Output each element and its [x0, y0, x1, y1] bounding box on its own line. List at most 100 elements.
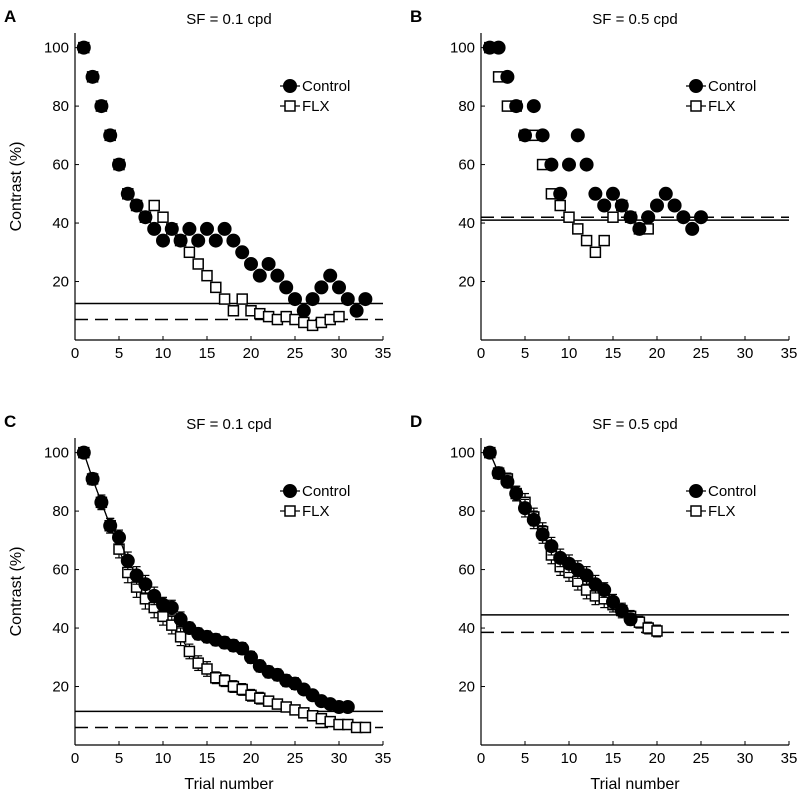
- x-tick-label: 0: [477, 345, 485, 362]
- control-point: [94, 99, 109, 114]
- control-point: [217, 221, 232, 236]
- legend-control-marker: [689, 484, 703, 498]
- control-point: [252, 268, 267, 283]
- legend: Control FLX: [280, 78, 350, 115]
- flx-point: [580, 234, 593, 247]
- control-point: [191, 233, 206, 248]
- legend-flx-label: FLX: [708, 98, 736, 115]
- control-point: [694, 210, 708, 225]
- control-point: [658, 186, 673, 201]
- control-point: [103, 128, 118, 143]
- x-tick-label: 30: [737, 750, 754, 767]
- control-point: [570, 128, 585, 143]
- control-point: [518, 501, 532, 516]
- x-tick-label: 5: [521, 750, 529, 767]
- x-tick-label: 10: [561, 750, 578, 767]
- control-point: [623, 210, 638, 225]
- x-tick-label: 5: [115, 345, 123, 362]
- control-point: [614, 603, 629, 618]
- control-point: [641, 210, 656, 225]
- panel-letter: B: [410, 7, 422, 26]
- y-tick-label: 60: [52, 157, 69, 174]
- flx-point: [554, 199, 566, 212]
- control-point: [173, 612, 188, 627]
- control-point: [606, 594, 620, 609]
- y-tick-label: 20: [52, 274, 69, 291]
- control-point: [147, 221, 162, 236]
- control-point: [606, 186, 620, 201]
- control-point: [544, 539, 559, 554]
- y-tick-label: 100: [450, 40, 475, 57]
- control-point: [226, 233, 241, 248]
- legend-flx-label: FLX: [708, 503, 736, 520]
- legend-control-marker: [283, 79, 297, 93]
- flx-point: [218, 293, 231, 305]
- control-point: [597, 583, 612, 598]
- x-tick-label: 20: [243, 345, 260, 362]
- x-tick-label: 0: [71, 750, 79, 767]
- flx-point: [157, 211, 169, 223]
- flx-point: [572, 223, 584, 235]
- y-tick-label: 60: [458, 157, 475, 174]
- panel-c: C SF = 0.1 cpd 0 5 10 15 20 25 30 35 20 40 60 80 100 Co…: [4, 412, 391, 793]
- control-point: [623, 612, 638, 627]
- control-point: [235, 245, 250, 260]
- y-tick-label: 80: [52, 503, 69, 520]
- x-axis-label: Trial number: [184, 776, 274, 793]
- control-point: [244, 256, 258, 271]
- control-point: [138, 577, 153, 592]
- control-point: [305, 292, 320, 307]
- control-point: [279, 280, 294, 295]
- control-point: [685, 221, 700, 236]
- flx-point: [333, 310, 345, 323]
- x-tick-label: 15: [605, 345, 622, 362]
- flx-point: [236, 293, 248, 305]
- control-point: [208, 233, 223, 248]
- control-point: [323, 268, 338, 283]
- flx-point: [563, 211, 575, 223]
- x-tick-label: 20: [649, 750, 666, 767]
- flx-point: [607, 211, 619, 223]
- flx-point: [183, 645, 196, 658]
- legend: Control FLX: [686, 78, 756, 115]
- y-tick-label: 80: [458, 503, 475, 520]
- x-tick-label: 5: [115, 750, 123, 767]
- series-line: [489, 452, 658, 632]
- legend-flx-marker: [284, 100, 296, 112]
- control-point: [120, 186, 135, 201]
- control-point: [500, 474, 515, 489]
- control-point: [85, 69, 100, 84]
- panel-title: SF = 0.5 cpd: [592, 11, 677, 28]
- control-point: [535, 527, 550, 542]
- legend-control-label: Control: [302, 483, 350, 500]
- y-tick-label: 80: [458, 98, 475, 115]
- flx-point: [651, 625, 663, 637]
- control-point: [349, 303, 364, 318]
- series-control: [482, 445, 638, 627]
- control-point: [261, 256, 276, 271]
- control-point: [138, 210, 153, 225]
- legend-control-label: Control: [302, 78, 350, 95]
- series-control: [76, 40, 373, 318]
- control-point: [200, 221, 214, 236]
- panel-title: SF = 0.1 cpd: [186, 11, 271, 28]
- control-point: [509, 99, 524, 114]
- panel-d: D SF = 0.5 cpd 0 5 10 15 20 25 30 35 20 40 60 80 100 Tr…: [410, 412, 797, 793]
- panel-a: A SF = 0.1 cpd 0 5 10 15 20 25 30 35 20 40 60 80 100 Co…: [4, 7, 391, 362]
- x-tick-label: 25: [287, 750, 304, 767]
- control-point: [509, 486, 524, 501]
- control-point: [500, 69, 515, 84]
- flx-point: [598, 234, 610, 247]
- y-tick-label: 40: [52, 215, 69, 232]
- x-tick-label: 35: [781, 750, 798, 767]
- x-tick-label: 25: [693, 750, 710, 767]
- control-point: [314, 280, 329, 295]
- control-point: [244, 650, 258, 665]
- control-point: [518, 128, 532, 143]
- control-point: [340, 699, 355, 714]
- legend-flx-marker: [284, 505, 296, 517]
- legend-flx-label: FLX: [302, 503, 330, 520]
- control-point: [526, 512, 541, 527]
- panel-title: SF = 0.5 cpd: [592, 416, 677, 433]
- control-point: [358, 292, 373, 307]
